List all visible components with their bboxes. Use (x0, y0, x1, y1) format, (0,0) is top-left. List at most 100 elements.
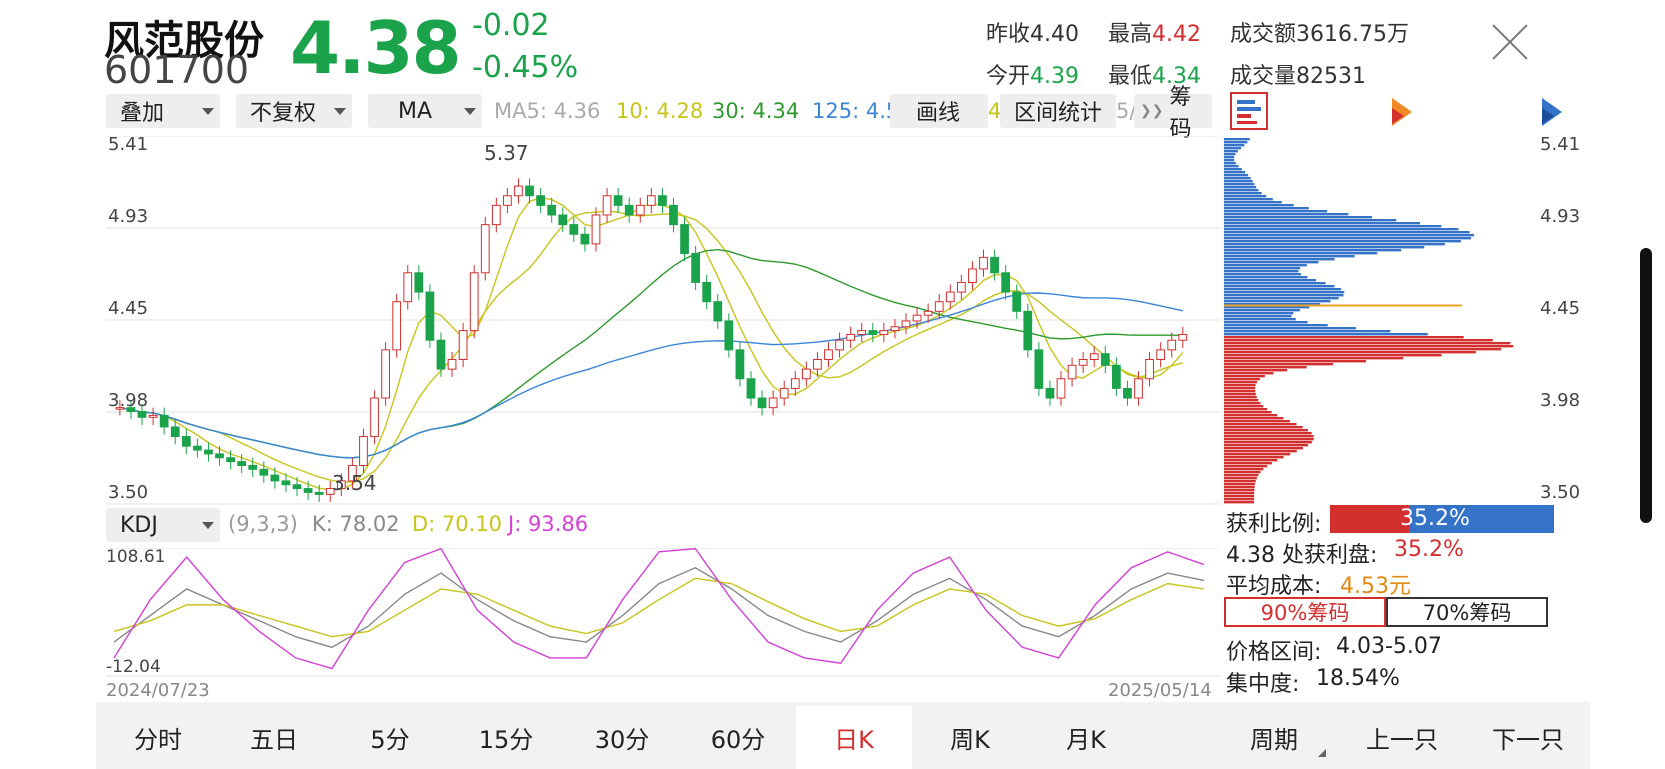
concentration-label: 集中度: (1226, 672, 1300, 697)
period-label: 周期 (1250, 726, 1298, 754)
price-axis-label: 4.45 (108, 298, 148, 319)
candle-up (469, 272, 479, 332)
price-range-label: 价格区间: (1226, 640, 1322, 665)
chip-bar (1224, 471, 1261, 474)
candle-down (1111, 364, 1121, 389)
candle-down (702, 281, 712, 303)
range-stats-button[interactable]: 区间统计 (1000, 94, 1116, 128)
chip-bar (1224, 345, 1514, 348)
candle-down (525, 185, 534, 197)
scrollbar-handle[interactable] (1640, 248, 1652, 523)
candle-up (602, 195, 612, 216)
tab-5[interactable]: 60分 (680, 706, 796, 769)
candle-up (956, 281, 966, 293)
chip-bar (1224, 255, 1355, 258)
candle-up (1145, 358, 1154, 380)
prev-close-value: 4.40 (1030, 22, 1079, 47)
ma30-value: 30: 4.34 (712, 99, 800, 123)
chip-bar (1224, 321, 1308, 324)
ma10-value: 10: 4.28 (616, 99, 704, 123)
adjust-dropdown[interactable]: 不复权 (236, 94, 352, 128)
chip-bars-icon[interactable] (1230, 92, 1268, 130)
chip-bar (1224, 171, 1246, 174)
chip-bar (1224, 396, 1257, 399)
chip-90-button[interactable]: 90%筹码 (1224, 597, 1386, 627)
chip-bar (1224, 465, 1268, 468)
candle-up (824, 349, 833, 360)
chip-70-button[interactable]: 70%筹码 (1386, 597, 1548, 627)
turnover-amount: 成交额3616.75万 (1230, 16, 1409, 48)
chip-bar (1224, 501, 1255, 504)
chip-bar (1224, 357, 1404, 360)
period-button[interactable]: 周期 (1212, 706, 1336, 769)
chip-bar (1224, 393, 1256, 396)
high-label: 最高 (1108, 22, 1153, 47)
chip-bar (1224, 180, 1253, 183)
candlestick-chart[interactable]: 5.41 4.93 4.45 3.98 3.50 5.37 3.54 (106, 136, 1220, 506)
current-price: 4.38 (290, 6, 462, 90)
candle-up (370, 397, 379, 438)
tab-3[interactable]: 15分 (448, 706, 564, 769)
profit-ratio-bar: 35.2% (1330, 505, 1554, 533)
chip-bar (1224, 417, 1284, 420)
candle-down (281, 480, 291, 486)
chip-bar (1224, 480, 1256, 483)
candle-down (414, 272, 424, 293)
draw-line-label: 画线 (916, 101, 961, 126)
candle-down (248, 464, 258, 470)
ma-line-60 (119, 292, 1183, 459)
chip-wave-icon[interactable] (1534, 94, 1570, 130)
draw-line-button[interactable]: 画线 (890, 94, 988, 128)
chip-flame-icon[interactable] (1384, 94, 1420, 130)
kdj-chart: 108.61 -12.04 (106, 548, 1220, 677)
next-stock-button[interactable]: 下一只 (1466, 706, 1590, 769)
chip-bar (1224, 468, 1264, 471)
candle-up (901, 320, 911, 328)
candle-up (835, 339, 844, 351)
candle-down (1001, 272, 1011, 293)
chip-bar (1224, 219, 1397, 222)
chip-bar (1224, 462, 1272, 465)
chip-bar (1224, 153, 1236, 156)
candle-down (193, 445, 202, 451)
overlay-dropdown[interactable]: 叠加 (106, 94, 220, 128)
candle-down (226, 457, 235, 463)
kdj-j-value: J: 93.86 (508, 512, 589, 536)
concentration-value: 18.54% (1316, 666, 1400, 691)
prev-stock-button[interactable]: 上一只 (1340, 706, 1464, 769)
kdj-line-K (113, 566, 1205, 649)
tab-4[interactable]: 30分 (564, 706, 680, 769)
chip-bar (1224, 486, 1255, 489)
candle-up (1078, 358, 1088, 366)
tab-7[interactable]: 周K (912, 706, 1028, 769)
tab-0[interactable]: 分时 (100, 706, 216, 769)
tab-2[interactable]: 5分 (332, 706, 448, 769)
price-axis-label: 3.98 (108, 390, 148, 411)
kdj-k-value: K: 78.02 (312, 512, 400, 536)
chip-bar (1224, 315, 1292, 318)
candle-down (580, 233, 590, 245)
chip-axis-label: 4.45 (1540, 298, 1580, 319)
indicator-dropdown[interactable]: MA (368, 94, 482, 128)
chip-bar (1224, 246, 1425, 249)
candle-up (381, 349, 390, 399)
chip-bar (1224, 216, 1372, 219)
chip-bar (1224, 372, 1274, 375)
candle-up (979, 256, 988, 270)
tab-6[interactable]: 日K (796, 706, 912, 769)
chip-bar (1224, 159, 1235, 162)
kdj-dropdown[interactable]: KDJ (106, 508, 220, 542)
chip-bar (1224, 195, 1267, 198)
candle-up (115, 407, 125, 410)
overlay-label: 叠加 (120, 101, 165, 126)
tab-1[interactable]: 五日 (216, 706, 332, 769)
chip-bar (1224, 489, 1255, 492)
adjust-label: 不复权 (250, 101, 317, 126)
tab-8[interactable]: 月K (1028, 706, 1144, 769)
chip-bar (1224, 483, 1256, 486)
chips-button[interactable]: ❯❯ 筹码 (1134, 85, 1212, 142)
close-icon[interactable] (1490, 22, 1530, 62)
chevron-down-icon (202, 108, 214, 115)
chip-bar (1224, 213, 1349, 216)
low-value: 4.34 (1152, 64, 1201, 89)
